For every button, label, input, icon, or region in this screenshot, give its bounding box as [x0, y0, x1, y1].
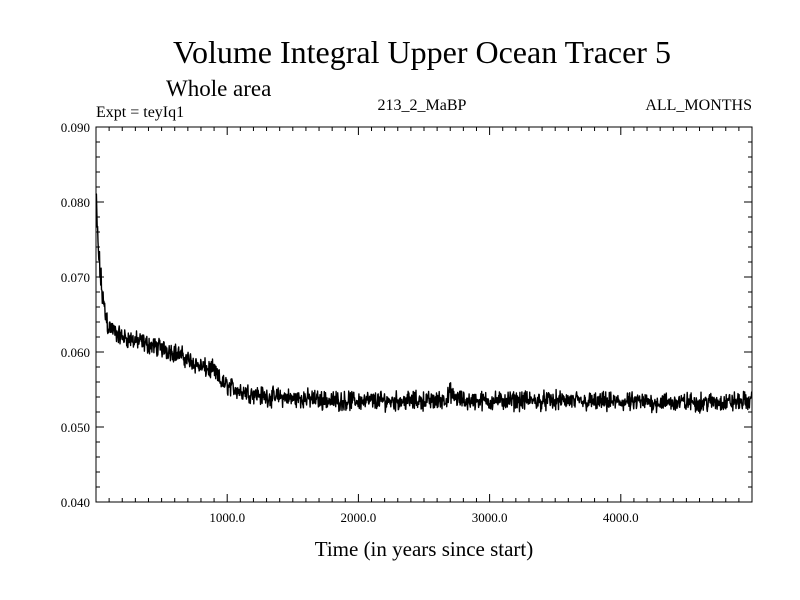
y-tick-label: 0.090 — [61, 120, 90, 135]
y-tick-label: 0.040 — [61, 495, 90, 510]
y-tick-label: 0.060 — [61, 345, 90, 360]
y-tick-label: 0.080 — [61, 195, 90, 210]
x-tick-label: 3000.0 — [472, 510, 508, 525]
y-tick-labels: 0.040 0.050 0.060 0.070 0.080 0.090 — [61, 120, 90, 510]
x-tick-labels: 1000.0 2000.0 3000.0 4000.0 — [209, 510, 638, 525]
y-tick-label: 0.050 — [61, 420, 90, 435]
x-tick-label: 2000.0 — [341, 510, 377, 525]
plot-frame — [95, 126, 753, 503]
chart-subtitle: Whole area — [166, 76, 271, 101]
x-tick-label: 4000.0 — [603, 510, 639, 525]
x-axis-label: Time (in years since start) — [315, 537, 534, 561]
y-tick-label: 0.070 — [61, 270, 90, 285]
chart-title: Volume Integral Upper Ocean Tracer 5 — [173, 34, 671, 70]
axis-ticks — [96, 126, 752, 503]
months-label: ALL_MONTHS — [645, 97, 752, 114]
x-tick-label: 1000.0 — [209, 510, 245, 525]
series-line — [95, 193, 753, 414]
run-label: 213_2_MaBP — [378, 97, 467, 114]
experiment-label: Expt = teyIq1 — [96, 104, 184, 121]
plot-area — [95, 126, 753, 503]
